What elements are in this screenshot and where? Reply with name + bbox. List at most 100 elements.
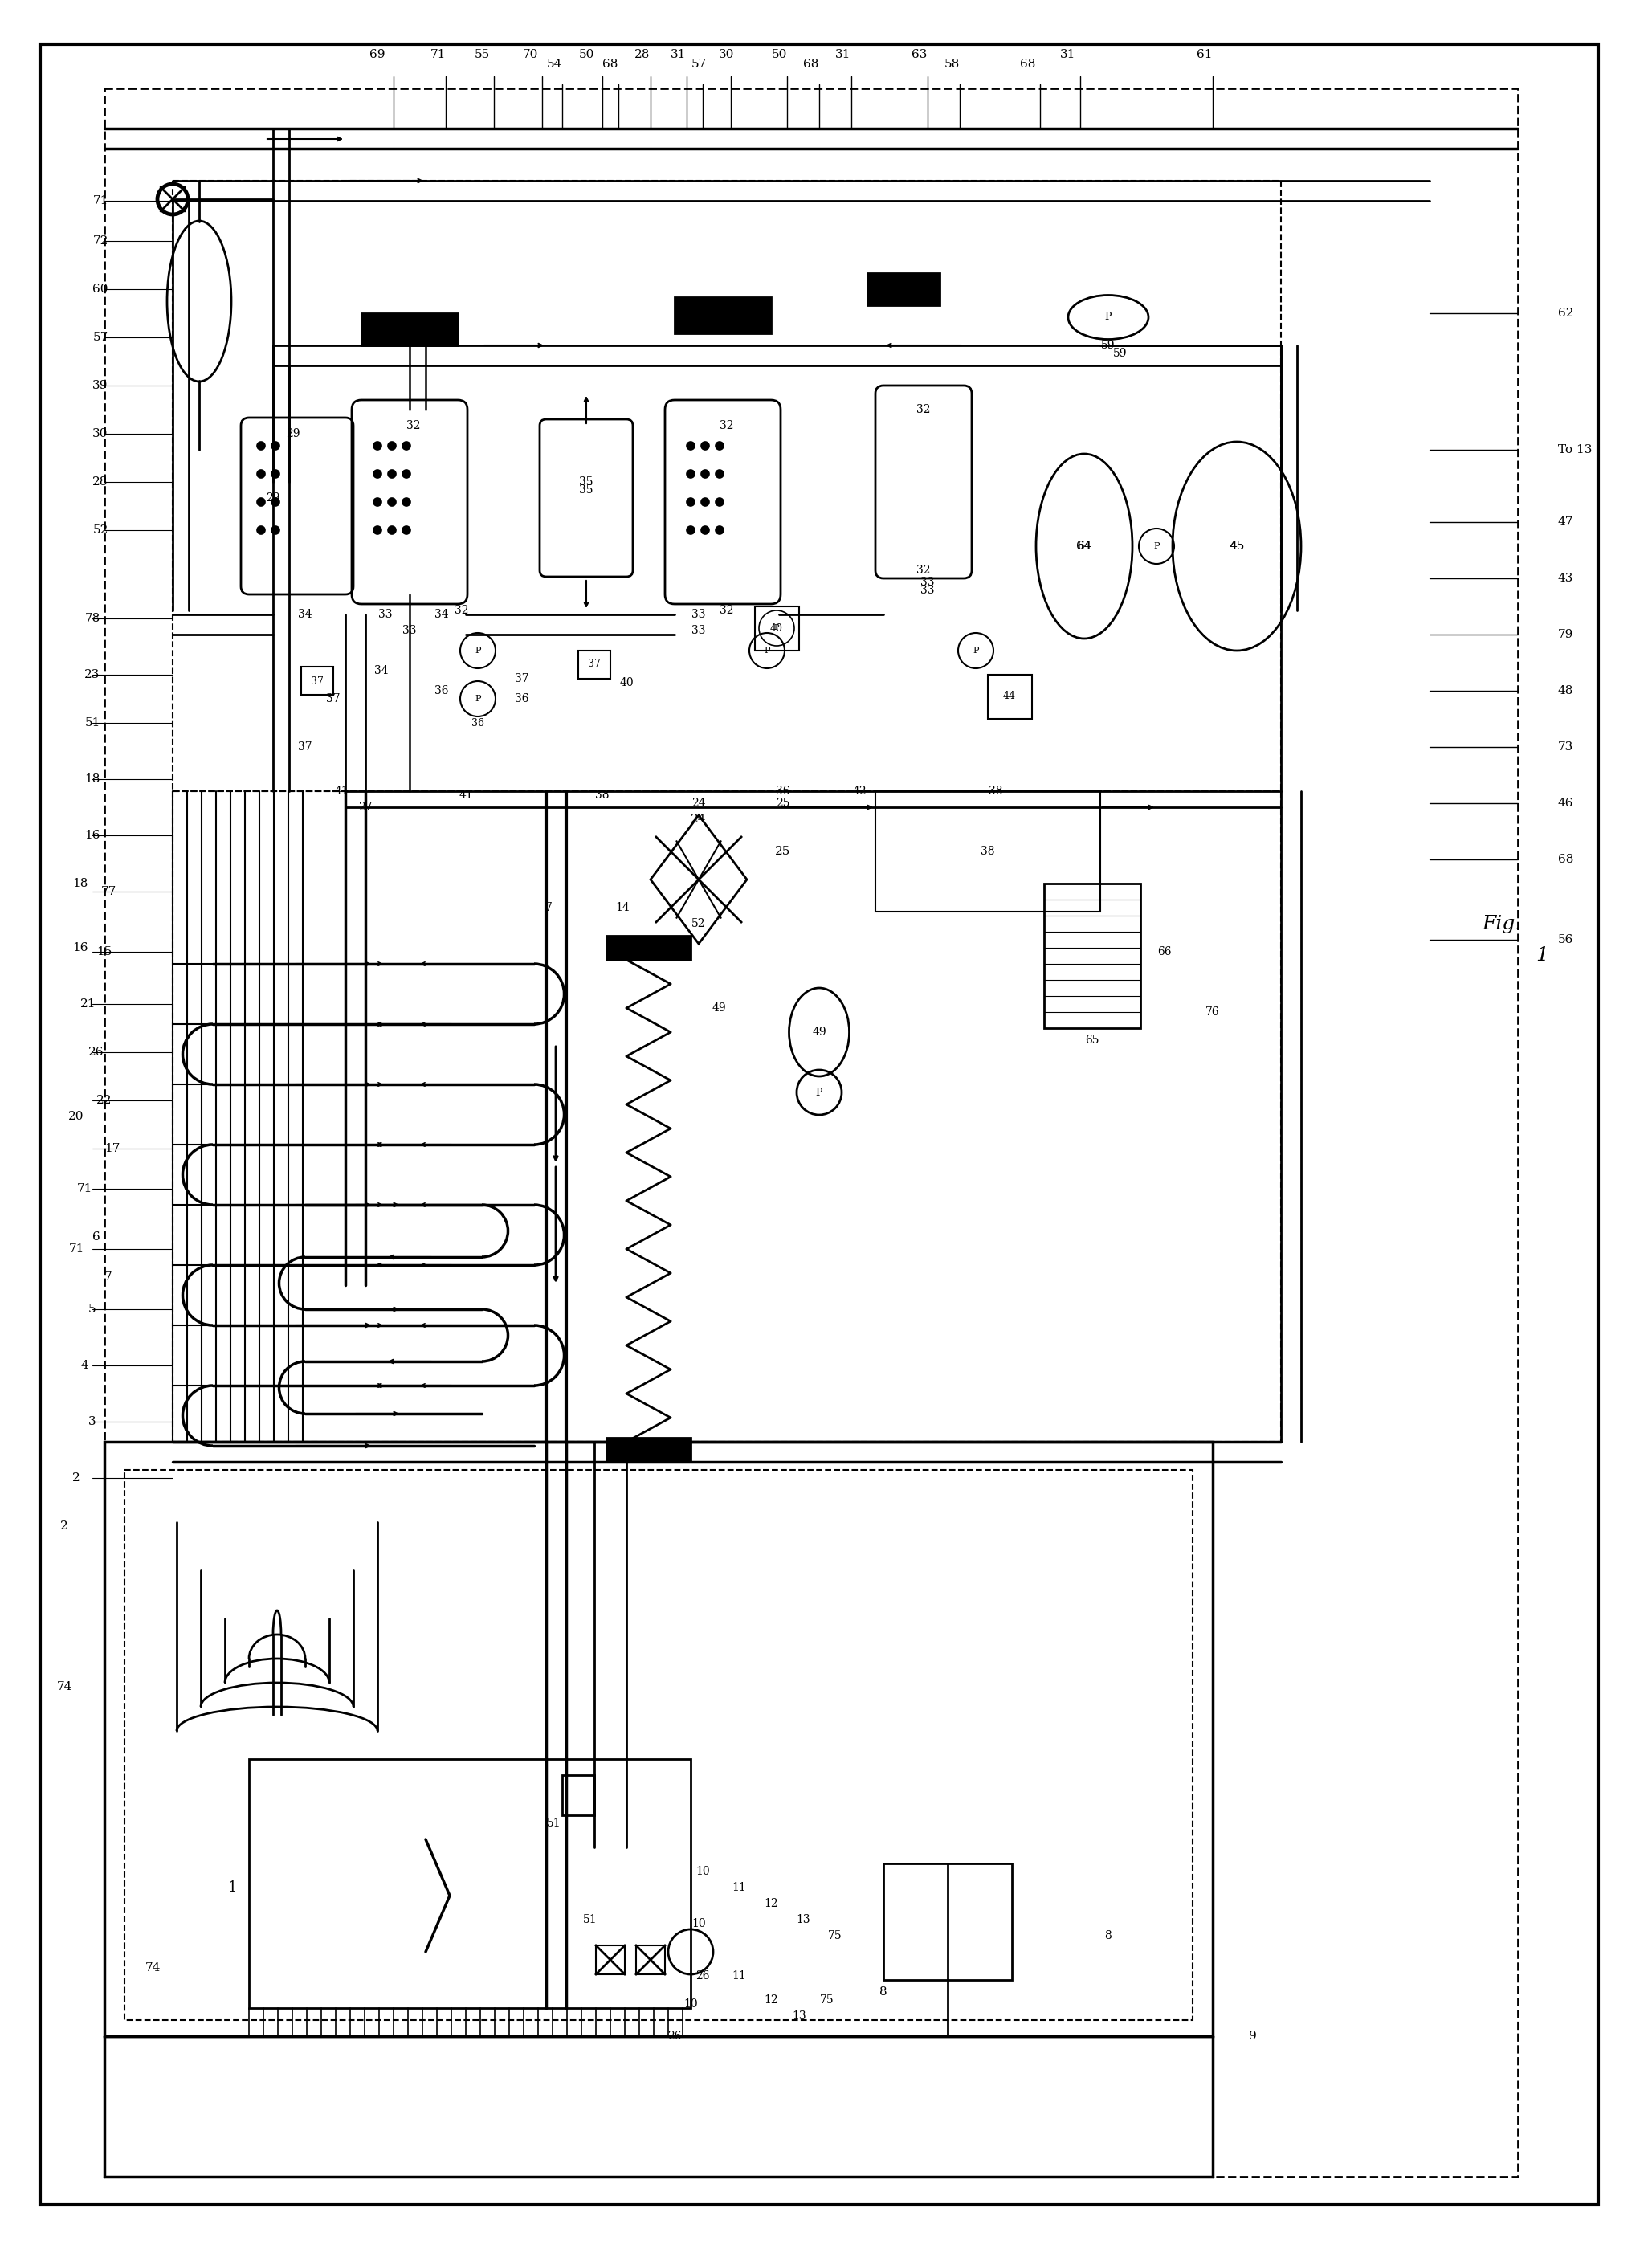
Text: 11: 11 — [732, 1882, 747, 1894]
Bar — [606, 936, 691, 960]
Text: 32: 32 — [917, 405, 930, 416]
Bar — [1044, 884, 1140, 1028]
Text: 37: 37 — [588, 659, 601, 670]
Text: 64: 64 — [1077, 540, 1092, 551]
Circle shape — [258, 526, 264, 535]
Bar — [596, 1945, 624, 1975]
Text: 32: 32 — [454, 605, 469, 616]
Text: 76: 76 — [1206, 1008, 1219, 1017]
Text: 52: 52 — [93, 524, 107, 535]
Text: 60: 60 — [93, 283, 109, 295]
Text: 9: 9 — [1249, 2031, 1257, 2042]
Text: 26: 26 — [89, 1046, 104, 1057]
Text: 75: 75 — [828, 1930, 843, 1941]
Text: 25: 25 — [776, 798, 790, 810]
Text: 22: 22 — [96, 1095, 112, 1107]
Circle shape — [403, 441, 410, 450]
Text: P: P — [763, 648, 770, 654]
Text: 56: 56 — [1558, 933, 1574, 945]
Text: 4: 4 — [81, 1361, 88, 1372]
Text: 51: 51 — [547, 1817, 562, 1828]
Text: 72: 72 — [93, 236, 107, 247]
Circle shape — [715, 470, 724, 479]
Text: 69: 69 — [370, 49, 385, 61]
Circle shape — [700, 470, 709, 479]
Text: 45: 45 — [1229, 540, 1244, 551]
Circle shape — [388, 470, 396, 479]
Text: 36: 36 — [471, 717, 484, 729]
Text: 45: 45 — [1229, 540, 1244, 551]
Text: 21: 21 — [81, 999, 96, 1010]
Bar — [562, 1774, 595, 1815]
Text: 44: 44 — [1003, 690, 1016, 702]
Text: 32: 32 — [406, 421, 421, 432]
Text: 37: 37 — [325, 693, 340, 704]
Text: P: P — [1153, 542, 1160, 551]
Text: 16: 16 — [84, 830, 101, 841]
Text: 75: 75 — [819, 1995, 834, 2006]
Text: 24: 24 — [692, 798, 705, 810]
Circle shape — [373, 497, 382, 506]
Bar — [104, 1442, 1213, 2035]
Circle shape — [258, 441, 264, 450]
Circle shape — [388, 526, 396, 535]
Circle shape — [373, 470, 382, 479]
Text: 28: 28 — [93, 477, 107, 488]
Text: 12: 12 — [763, 1995, 778, 2006]
Bar — [988, 675, 1032, 720]
Text: 74: 74 — [145, 1961, 160, 1975]
Text: 35: 35 — [580, 477, 593, 488]
Text: 32: 32 — [720, 605, 733, 616]
Text: 41: 41 — [459, 789, 472, 801]
Text: 13: 13 — [791, 2011, 806, 2022]
Bar — [362, 313, 458, 346]
Circle shape — [715, 526, 724, 535]
Bar — [884, 1864, 1013, 1979]
Bar — [301, 666, 334, 695]
Text: 33: 33 — [692, 625, 705, 636]
Text: 14: 14 — [615, 902, 629, 913]
Circle shape — [700, 497, 709, 506]
Text: 29: 29 — [286, 427, 301, 439]
Text: 49: 49 — [712, 1003, 725, 1014]
Text: 24: 24 — [691, 814, 707, 825]
Text: 31: 31 — [1061, 49, 1075, 61]
Text: 10: 10 — [695, 1867, 710, 1878]
Text: 65: 65 — [1085, 1035, 1099, 1046]
Bar — [606, 1437, 691, 1462]
Text: 51: 51 — [84, 717, 101, 729]
Circle shape — [271, 470, 279, 479]
Text: 25: 25 — [775, 846, 791, 857]
Text: 30: 30 — [93, 427, 107, 439]
Text: 17: 17 — [104, 1142, 121, 1154]
Text: 59: 59 — [1102, 340, 1115, 351]
Text: 41: 41 — [334, 785, 349, 796]
Circle shape — [403, 526, 410, 535]
Text: 40: 40 — [620, 677, 633, 688]
Text: 61: 61 — [1196, 49, 1213, 61]
Circle shape — [687, 497, 695, 506]
Text: 8: 8 — [1105, 1930, 1112, 1941]
Bar — [249, 1759, 691, 2008]
Text: 79: 79 — [1558, 630, 1574, 641]
Text: 34: 34 — [434, 609, 449, 621]
Circle shape — [687, 470, 695, 479]
Circle shape — [403, 497, 410, 506]
Text: 32: 32 — [917, 564, 930, 576]
Text: 18: 18 — [73, 877, 88, 888]
Circle shape — [388, 441, 396, 450]
Text: 71: 71 — [76, 1183, 93, 1194]
Text: 34: 34 — [297, 609, 312, 621]
Circle shape — [271, 441, 279, 450]
Text: 2: 2 — [73, 1473, 81, 1484]
Text: 71: 71 — [93, 196, 107, 207]
Text: 36: 36 — [515, 693, 529, 704]
Text: 26: 26 — [667, 2031, 682, 2042]
Text: 38: 38 — [990, 785, 1003, 796]
Text: 43: 43 — [1558, 573, 1574, 585]
Text: 37: 37 — [297, 742, 312, 753]
Text: 27: 27 — [358, 801, 372, 812]
Text: 34: 34 — [375, 666, 388, 677]
Text: 38: 38 — [595, 789, 610, 801]
Text: 64: 64 — [1077, 540, 1092, 551]
